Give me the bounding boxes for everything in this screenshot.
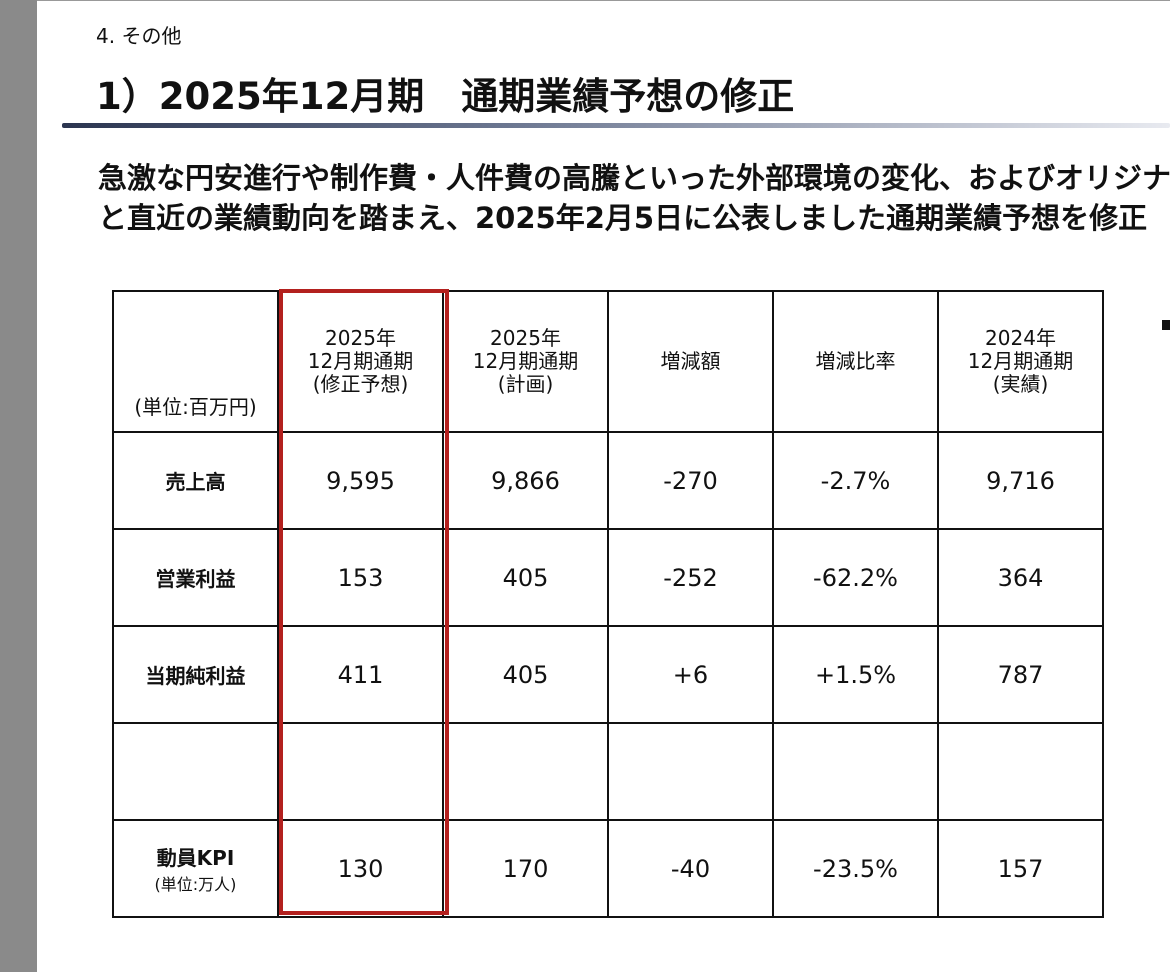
value-cell: 787	[937, 625, 1104, 724]
body-line: と直近の業績動向を踏まえ、2025年2月5日に公表しました通期業績予想を修正	[98, 201, 1148, 235]
value-cell: -252	[607, 528, 774, 627]
table-row: 営業利益 153 405 -252 -62.2% 364	[112, 528, 1104, 627]
top-border	[37, 0, 1170, 1]
header-cell: 2025年 12月期通期 (修正予想)	[277, 290, 444, 433]
forecast-table: (単位:百万円) 2025年 12月期通期 (修正予想) 2025年 12月期通期 (計画)…	[112, 290, 1104, 918]
value-cell: 364	[937, 528, 1104, 627]
value-cell: 405	[442, 528, 609, 627]
header-line: 2025年	[490, 326, 561, 350]
highlight-box	[279, 289, 449, 915]
value-cell: 9,866	[442, 431, 609, 530]
value-cell: 411	[277, 625, 444, 724]
value-cell: 9,716	[937, 431, 1104, 530]
title-rule	[62, 123, 1170, 128]
side-bar	[0, 0, 37, 972]
value-cell: -23.5%	[772, 819, 939, 918]
empty-cell	[442, 722, 609, 821]
row-label-text: 売上高	[165, 470, 226, 494]
header-cell: 増減額	[607, 290, 774, 433]
header-line: 12月期通期	[472, 349, 579, 373]
header-cell: 増減比率	[772, 290, 939, 433]
row-label-text: 動員KPI	[156, 846, 235, 870]
value-cell: 130	[277, 819, 444, 918]
header-line: 増減額	[660, 349, 721, 373]
table-row: 動員KPI (単位:万人) 130 170 -40 -23.5% 157	[112, 819, 1104, 918]
table-row: 当期純利益 411 405 +6 +1.5% 787	[112, 625, 1104, 724]
row-label: 売上高	[112, 431, 279, 530]
value-cell: -40	[607, 819, 774, 918]
bullet	[1162, 320, 1170, 330]
header-row: (単位:百万円) 2025年 12月期通期 (修正予想) 2025年 12月期通期 (計画)…	[112, 290, 1104, 433]
empty-cell	[277, 722, 444, 821]
row-label	[112, 722, 279, 821]
value-cell: -62.2%	[772, 528, 939, 627]
row-label: 営業利益	[112, 528, 279, 627]
value-cell: +6	[607, 625, 774, 724]
table-row	[112, 722, 1104, 821]
header-line: 12月期通期	[967, 349, 1074, 373]
row-label-text: 営業利益	[155, 567, 236, 591]
value-cell: 153	[277, 528, 444, 627]
header-line: (実績)	[992, 372, 1049, 396]
header-line: (修正予想)	[312, 372, 409, 396]
header-line: 増減比率	[815, 349, 896, 373]
header-line: 2025年	[325, 326, 396, 350]
body-line: 急激な円安進行や制作費・人件費の高騰といった外部環境の変化、およびオリジナ	[98, 161, 1170, 195]
row-label: 動員KPI (単位:万人)	[112, 819, 279, 918]
empty-cell	[607, 722, 774, 821]
value-cell: 405	[442, 625, 609, 724]
unit-cell: (単位:百万円)	[112, 290, 279, 433]
value-cell: -270	[607, 431, 774, 530]
value-cell: 170	[442, 819, 609, 918]
table-row: 売上高 9,595 9,866 -270 -2.7% 9,716	[112, 431, 1104, 530]
body-text: 急激な円安進行や制作費・人件費の高騰といった外部環境の変化、およびオリジナ と直…	[98, 158, 1170, 238]
section-label: 4. その他	[96, 24, 182, 48]
header-cell: 2025年 12月期通期 (計画)	[442, 290, 609, 433]
empty-cell	[937, 722, 1104, 821]
value-cell: +1.5%	[772, 625, 939, 724]
row-sublabel: (単位:万人)	[154, 875, 237, 894]
row-label: 当期純利益	[112, 625, 279, 724]
value-cell: -2.7%	[772, 431, 939, 530]
slide-title: 1）2025年12月期 通期業績予想の修正	[96, 75, 795, 118]
header-line: 12月期通期	[307, 349, 414, 373]
empty-cell	[772, 722, 939, 821]
row-label-text: 当期純利益	[145, 664, 246, 688]
header-line: (計画)	[497, 372, 554, 396]
value-cell: 9,595	[277, 431, 444, 530]
value-cell: 157	[937, 819, 1104, 918]
header-cell: 2024年 12月期通期 (実績)	[937, 290, 1104, 433]
header-line: 2024年	[985, 326, 1056, 350]
